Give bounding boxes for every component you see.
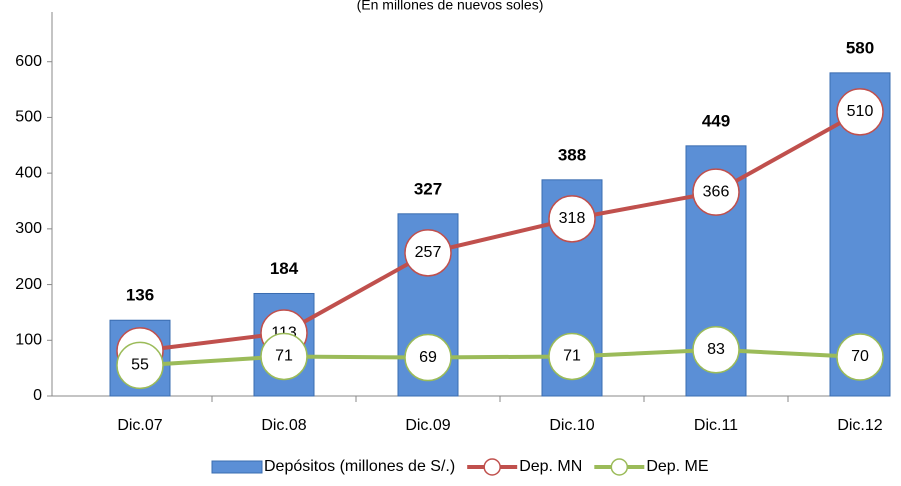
point-value-label: 366 — [703, 183, 730, 200]
point — [404, 333, 452, 382]
legend-label: Dep. MN — [519, 458, 582, 475]
point-value-label: 71 — [563, 348, 581, 365]
point-value-label: 510 — [847, 103, 874, 120]
point — [836, 88, 884, 136]
line — [139, 110, 861, 353]
legend-label: Dep. ME — [646, 458, 708, 475]
x-tick-label: Dic.12 — [837, 417, 882, 434]
point-value-label: 69 — [419, 349, 437, 366]
y-tick-label: 600 — [15, 53, 42, 70]
y-tick-label: 300 — [15, 220, 42, 237]
point-value-label: 70 — [851, 348, 869, 365]
legend-marker — [610, 458, 629, 476]
point-value-label: 71 — [275, 348, 293, 365]
point — [260, 332, 308, 381]
point-value-label: 318 — [559, 210, 586, 227]
point-value-label: 83 — [707, 341, 725, 358]
point — [116, 341, 164, 390]
bar-value-label: 136 — [126, 286, 154, 305]
line — [139, 347, 861, 368]
point-value-label: 55 — [131, 357, 149, 374]
point — [692, 168, 740, 216]
chart-subtitle: (En millones de nuevos soles) — [357, 0, 544, 13]
point — [548, 332, 596, 381]
x-tick-label: Dic.10 — [549, 417, 594, 434]
x-tick-label: Dic.09 — [405, 417, 450, 434]
legend-label: Depósitos (millones de S/.) — [264, 458, 455, 475]
y-tick-label: 100 — [15, 332, 42, 349]
x-tick-label: Dic.07 — [117, 417, 162, 434]
bar-value-label: 388 — [558, 145, 586, 164]
point — [404, 229, 452, 277]
bar-value-label: 449 — [702, 111, 730, 130]
point — [548, 195, 596, 243]
x-tick-label: Dic.11 — [694, 417, 738, 434]
bar-value-label: 327 — [414, 179, 442, 198]
point — [692, 326, 740, 374]
legend-marker — [483, 458, 501, 476]
bar-value-label: 184 — [270, 259, 299, 278]
legend-swatch — [211, 460, 263, 474]
x-tick-label: Dic.08 — [261, 417, 306, 434]
y-tick-label: 500 — [15, 109, 42, 126]
y-tick-label: 400 — [15, 164, 42, 181]
y-tick-label: 0 — [33, 387, 42, 404]
bar-value-label: 580 — [846, 38, 874, 57]
point — [836, 333, 884, 381]
y-tick-label: 200 — [15, 276, 42, 293]
point-value-label: 257 — [415, 244, 442, 261]
